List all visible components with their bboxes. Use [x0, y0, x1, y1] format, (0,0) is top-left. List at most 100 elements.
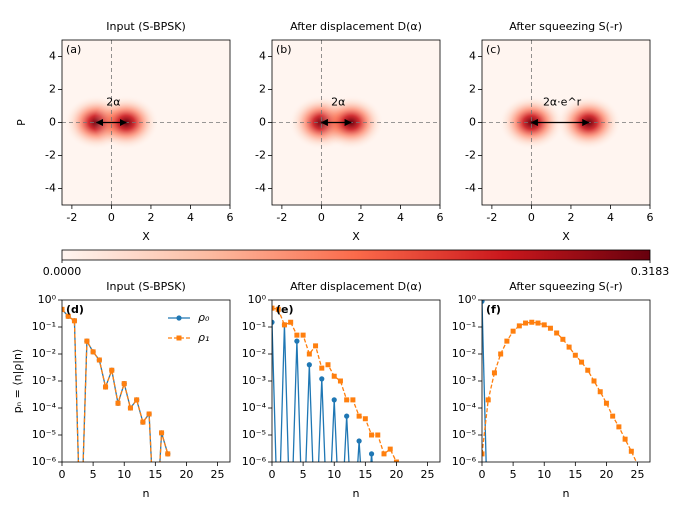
y-tick-label: 4	[469, 50, 476, 63]
y-tick-label: 10⁻⁴	[32, 401, 57, 414]
series-line	[272, 307, 398, 462]
data-point	[84, 338, 90, 344]
y-tick-label: 4	[259, 50, 266, 63]
data-point	[529, 319, 535, 325]
data-point	[90, 349, 96, 355]
x-tick-label: 0	[269, 468, 276, 481]
data-point	[300, 332, 306, 338]
data-point	[566, 344, 572, 350]
x-tick-label: 0	[528, 211, 535, 224]
data-point	[140, 419, 146, 425]
panel-label: (e)	[276, 303, 294, 316]
y-tick-label: 10⁰	[458, 293, 477, 306]
data-point	[356, 438, 362, 444]
y-tick-label: -4	[45, 182, 56, 195]
y-tick-label: 10⁻²	[32, 347, 56, 360]
data-point	[362, 416, 368, 422]
panel: After squeezing S(-r) X 2α·e^r (c) -2 0 2 4 6 -4 -…	[465, 20, 653, 243]
x-tick-label: 4	[397, 211, 404, 224]
data-point	[579, 359, 585, 365]
legend-label: ρ₀	[198, 311, 210, 324]
y-tick-label: 0	[469, 116, 476, 129]
plot-area	[62, 306, 171, 462]
series-line	[62, 308, 169, 462]
x-axis-label: n	[563, 487, 570, 500]
y-tick-label: -2	[255, 149, 266, 162]
x-tick-label: -2	[276, 211, 287, 224]
data-point	[121, 381, 127, 387]
x-tick-label: 0	[318, 211, 325, 224]
x-tick-label: 5	[90, 468, 97, 481]
legend-label: ρ₁	[198, 331, 209, 344]
data-point	[498, 351, 504, 357]
data-point	[504, 338, 510, 344]
data-point	[393, 459, 399, 462]
panel: After displacement D(α) X 2α (b) -2 0 2 4 6 -4 -2 0…	[255, 20, 443, 243]
x-tick-label: 6	[227, 211, 234, 224]
data-point	[294, 338, 300, 344]
y-tick-label: 10⁻⁴	[242, 401, 267, 414]
panel: Input (S-BPSK) n pₙ = ⟨n|ρ|n⟩ ρ₀ ρ₁ (d) 0 5 10 15…	[11, 280, 231, 500]
x-tick-label: 6	[647, 211, 654, 224]
data-point	[603, 400, 609, 406]
data-point	[485, 397, 491, 403]
x-tick-label: 5	[300, 468, 307, 481]
data-point	[350, 397, 356, 403]
colorbar	[61, 249, 651, 261]
series-line	[482, 301, 487, 462]
data-point	[585, 367, 591, 373]
y-tick-label: 10⁻³	[452, 374, 476, 387]
x-tick-label: 5	[510, 468, 517, 481]
panel-title: After displacement D(α)	[290, 280, 422, 293]
panel: After displacement D(α) n (e) 0 5 10 15 20 25 10⁻…	[242, 280, 441, 500]
data-point	[288, 319, 294, 325]
x-tick-label: 15	[148, 468, 162, 481]
plot-area	[272, 305, 399, 462]
y-tick-label: 2	[469, 83, 476, 96]
data-point	[337, 378, 343, 384]
x-tick-label: -2	[486, 211, 497, 224]
data-point	[281, 322, 287, 328]
colorbar-tick-label: 0.3183	[631, 265, 670, 278]
x-tick-label: 2	[147, 211, 154, 224]
legend-marker	[176, 315, 182, 321]
data-point	[616, 424, 622, 430]
x-tick-label: 0	[108, 211, 115, 224]
data-point	[134, 397, 140, 403]
x-axis-label: X	[562, 230, 570, 243]
data-point	[103, 384, 109, 390]
data-point	[510, 328, 516, 334]
y-tick-label: 2	[259, 83, 266, 96]
panel-label: (a)	[66, 43, 81, 56]
data-point	[344, 397, 350, 403]
data-point	[482, 451, 485, 457]
panel-label: (d)	[66, 303, 84, 316]
axes-frame	[61, 299, 231, 463]
y-tick-label: 10⁻²	[242, 347, 266, 360]
data-point	[482, 300, 485, 304]
axes-frame	[271, 299, 441, 463]
panel: Input (S-BPSK) X P 2α (a) -2 0 2 4 6 -4 -2 0 2 4	[15, 20, 234, 243]
plot-area	[62, 40, 230, 205]
data-point	[96, 357, 102, 363]
data-point	[560, 336, 566, 342]
x-tick-label: 25	[631, 468, 645, 481]
y-tick-label: 10⁻⁵	[452, 428, 476, 441]
data-point	[541, 322, 547, 328]
data-point	[368, 451, 375, 457]
y-tick-label: 10⁻⁶	[32, 455, 57, 468]
x-tick-label: 10	[537, 468, 551, 481]
data-point	[381, 451, 387, 457]
y-tick-label: 10⁻⁵	[32, 428, 56, 441]
x-tick-label: 25	[211, 468, 225, 481]
panel-title: After squeezing S(-r)	[509, 280, 622, 293]
y-tick-label: 10⁻¹	[242, 320, 266, 333]
data-point	[165, 451, 171, 457]
y-axis-label: P	[15, 119, 28, 126]
y-tick-label: 10⁻³	[32, 374, 56, 387]
series-line	[272, 322, 373, 462]
y-tick-label: 10⁻³	[242, 374, 266, 387]
y-tick-label: 10⁻⁶	[452, 455, 477, 468]
x-tick-label: 25	[421, 468, 435, 481]
